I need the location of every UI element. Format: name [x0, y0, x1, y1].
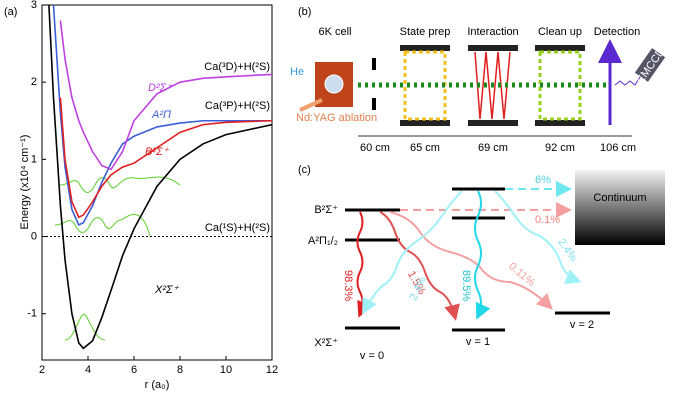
branching-label: 89.5% — [460, 270, 472, 301]
levels — [345, 187, 610, 332]
cell-window — [324, 74, 344, 94]
panel-c: (c) Continuum B²Σ⁺ A²Π₁/₂ X²Σ⁺ v = 0 v =… — [298, 164, 665, 362]
series-label: B²Σ⁺ — [145, 146, 170, 158]
ablation-label: Nd:YAG ablation — [296, 112, 377, 124]
annotation: Ca(³P)+H(²S) — [205, 100, 270, 112]
stage-label: State prep — [400, 26, 451, 38]
vib-label: v = 2 — [570, 319, 594, 331]
vib-label: v = 1 — [466, 336, 490, 348]
series-line — [59, 20, 272, 171]
decay-arrows — [356, 181, 582, 321]
branching-label: 98.3% — [342, 270, 354, 301]
x-tick-label: 12 — [266, 364, 278, 376]
vib-label: v = 0 — [360, 350, 384, 362]
optics — [358, 39, 666, 126]
series-line — [52, 5, 272, 227]
panel-b: (b) 6K cell State prep Interaction Clean… — [290, 6, 667, 154]
distance: 60 cm — [360, 142, 390, 154]
panel-label: (b) — [298, 6, 311, 18]
stage-label: Clean up — [538, 26, 582, 38]
he-label: He — [290, 66, 304, 78]
plot-frame — [41, 4, 273, 361]
stage-label: Interaction — [467, 26, 518, 38]
annotation: Ca(¹S)+H(²S) — [205, 222, 270, 234]
x-tick-label: 6 — [131, 364, 137, 376]
panel-label: (c) — [298, 164, 311, 176]
wavefunctions — [54, 176, 181, 341]
y-tick-label: 0 — [31, 230, 37, 242]
distance: 106 cm — [600, 142, 636, 154]
series-line — [48, 5, 272, 350]
x-axis-label: r (a₀) — [145, 379, 170, 391]
y-tick-label: 1 — [31, 153, 37, 165]
aperture — [372, 98, 376, 110]
x-tick-label: 8 — [177, 364, 183, 376]
y-tick-label: 3 — [31, 0, 37, 11]
state-label: X²Σ⁺ — [314, 337, 338, 349]
y-tick-label: 2 — [31, 76, 37, 88]
distance: 92 cm — [545, 142, 575, 154]
distance: 69 cm — [478, 142, 508, 154]
laser — [299, 98, 323, 112]
x-tick-label: 4 — [85, 364, 91, 376]
continuum-label: Continuum — [593, 192, 646, 204]
y-tick-label: -1 — [27, 308, 37, 320]
x-tick-label: 10 — [220, 364, 232, 376]
series-label: X²Σ⁺ — [154, 284, 180, 296]
panel-label: (a) — [4, 6, 17, 18]
branching-label: 6% — [535, 174, 551, 186]
annotation: Ca(³D)+H(²S) — [204, 61, 270, 73]
x-tick-label: 2 — [39, 364, 45, 376]
state-label: B²Σ⁺ — [314, 204, 338, 216]
continuum — [575, 170, 665, 245]
aperture — [372, 58, 376, 70]
stage-label: Detection — [594, 26, 640, 38]
y-axis-label: Energy (x10⁴ cm⁻¹) — [19, 135, 31, 230]
series-line — [59, 97, 272, 219]
branching-label: 0.11% — [506, 260, 537, 289]
series-label: A²Π — [151, 109, 171, 121]
branching-label: 0.1% — [535, 214, 560, 226]
state-label: A²Π₁/₂ — [308, 235, 338, 247]
series-label: D²Σ⁺ — [148, 82, 173, 94]
distance: 65 cm — [410, 142, 440, 154]
stage-label: 6K cell — [318, 26, 351, 38]
